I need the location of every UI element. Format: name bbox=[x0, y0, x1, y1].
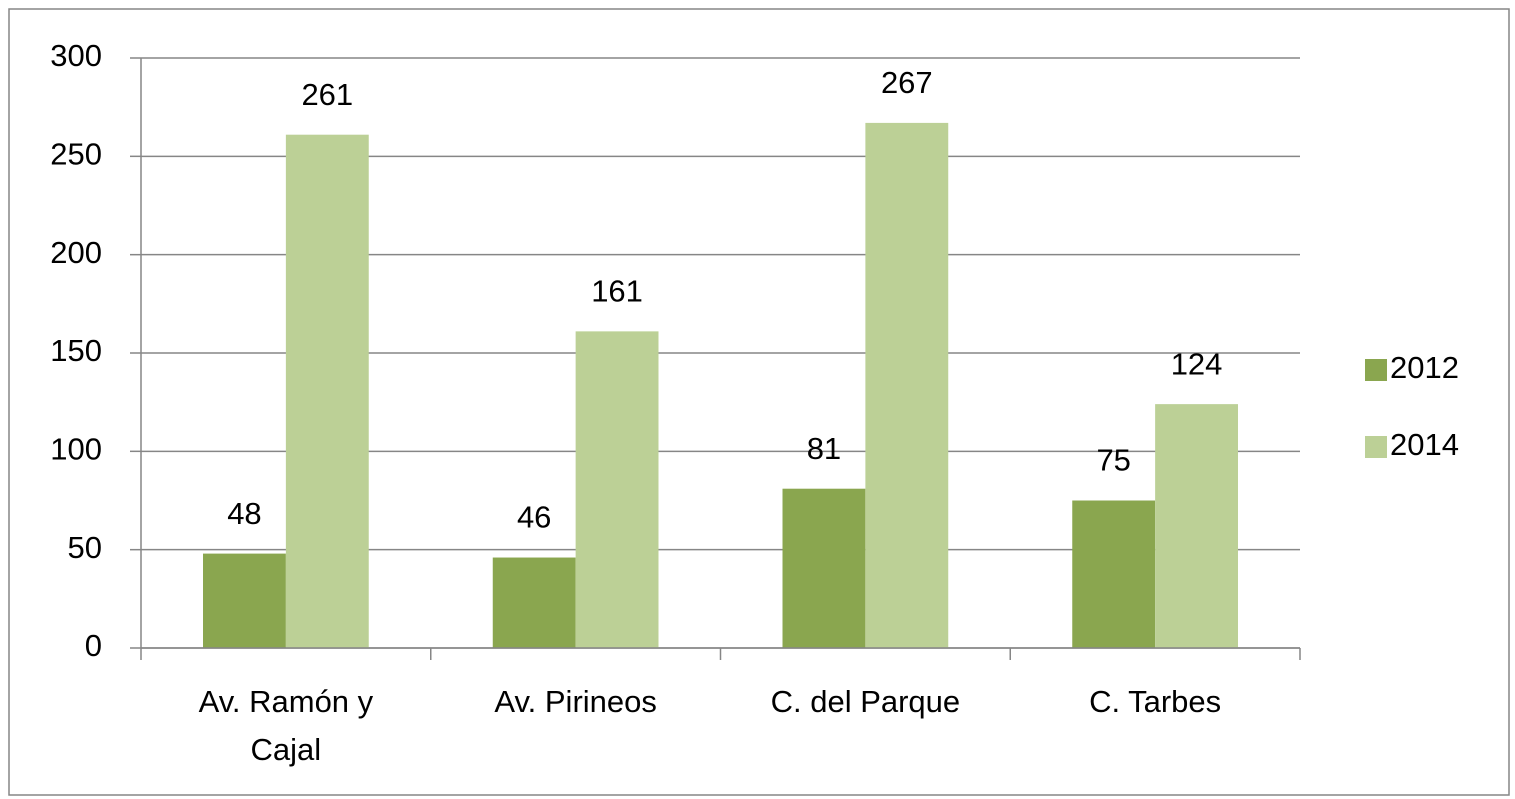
x-tick-label: C. Tarbes bbox=[1089, 684, 1221, 719]
chart-frame bbox=[8, 8, 1510, 796]
data-label: 161 bbox=[591, 274, 643, 309]
x-tick-label: C. del Parque bbox=[771, 684, 961, 719]
x-tick-label: Av. Ramón y Cajal bbox=[199, 684, 374, 767]
data-label: 124 bbox=[1171, 346, 1223, 381]
x-tick-label-line: Cajal bbox=[251, 732, 322, 767]
bar bbox=[492, 557, 576, 648]
y-tick-label: 100 bbox=[50, 432, 102, 467]
y-tick-label: 0 bbox=[85, 628, 102, 663]
x-tick-label: Av. Pirineos bbox=[494, 684, 657, 719]
legend-swatch bbox=[1365, 359, 1387, 381]
data-label: 75 bbox=[1096, 443, 1130, 478]
y-tick-label: 200 bbox=[50, 235, 102, 270]
y-tick-label: 150 bbox=[50, 333, 102, 368]
legend-label: 2012 bbox=[1390, 350, 1459, 385]
bar bbox=[865, 122, 949, 648]
legend-swatch bbox=[1365, 436, 1387, 458]
data-label: 46 bbox=[517, 500, 551, 535]
data-label: 261 bbox=[301, 77, 353, 112]
data-label: 267 bbox=[881, 65, 933, 100]
legend-label: 2014 bbox=[1390, 427, 1459, 462]
x-tick-label-line: Av. Ramón y bbox=[199, 684, 374, 719]
y-tick-label: 250 bbox=[50, 137, 102, 172]
bar bbox=[285, 134, 369, 648]
y-tick-label: 50 bbox=[68, 530, 102, 565]
y-tick-label: 300 bbox=[50, 38, 102, 73]
bar bbox=[203, 553, 286, 648]
bar bbox=[782, 488, 866, 648]
data-label: 48 bbox=[227, 496, 261, 531]
data-label: 81 bbox=[807, 431, 841, 466]
bar bbox=[1155, 404, 1238, 648]
bar bbox=[1072, 500, 1156, 648]
bar bbox=[575, 331, 659, 648]
